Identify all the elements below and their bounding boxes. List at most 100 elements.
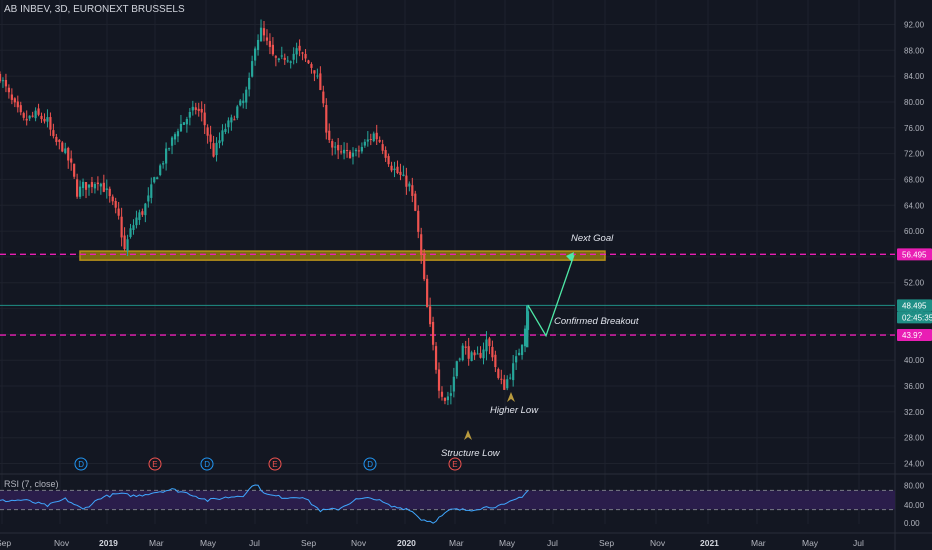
candle-body bbox=[506, 379, 509, 389]
candle-body bbox=[402, 174, 405, 177]
candle bbox=[417, 205, 420, 239]
candle-body bbox=[227, 120, 230, 128]
price-tick-label: 76.00 bbox=[904, 124, 925, 133]
candle bbox=[132, 219, 135, 235]
candle-body bbox=[144, 203, 147, 216]
candle-body bbox=[289, 61, 292, 63]
candle-body bbox=[342, 149, 346, 154]
candle-body bbox=[93, 183, 97, 189]
candle-body bbox=[381, 144, 384, 151]
candle bbox=[342, 142, 346, 160]
candle-body bbox=[298, 45, 301, 51]
candle-body bbox=[239, 100, 242, 106]
candle bbox=[67, 146, 70, 169]
candle bbox=[378, 136, 381, 143]
candle-body bbox=[437, 369, 441, 391]
candle bbox=[357, 145, 361, 158]
candle-body bbox=[372, 133, 375, 142]
candle bbox=[500, 369, 503, 385]
candle bbox=[22, 111, 25, 121]
candle bbox=[277, 57, 280, 63]
candle-body bbox=[310, 64, 313, 68]
candle bbox=[248, 72, 251, 97]
candle-body bbox=[509, 377, 512, 379]
candle bbox=[242, 93, 245, 109]
earnings-marker-icon: E bbox=[148, 457, 162, 471]
candle-body bbox=[467, 346, 470, 359]
candle bbox=[369, 133, 372, 146]
candle-body bbox=[170, 137, 174, 146]
candle bbox=[393, 161, 396, 178]
candle-body bbox=[482, 349, 485, 359]
candle bbox=[351, 147, 355, 165]
candle bbox=[55, 133, 58, 146]
time-tick-label: Sep bbox=[0, 538, 11, 548]
candle-body bbox=[150, 184, 153, 198]
candle-body bbox=[328, 130, 331, 141]
candles bbox=[0, 19, 530, 406]
candle bbox=[325, 98, 328, 140]
candle bbox=[289, 60, 292, 69]
time-tick-label: Jul bbox=[547, 538, 558, 548]
candle bbox=[443, 397, 447, 405]
candle-body bbox=[90, 182, 94, 187]
candle bbox=[322, 85, 325, 108]
candle bbox=[464, 340, 467, 355]
candle-body bbox=[399, 171, 402, 175]
candle-body bbox=[464, 346, 467, 348]
candle bbox=[319, 66, 322, 91]
candle-body bbox=[523, 328, 527, 347]
price-tick-label: 36.00 bbox=[904, 382, 925, 391]
price-tick-label: 60.00 bbox=[904, 227, 925, 236]
candle-body bbox=[411, 185, 414, 196]
candle-body bbox=[452, 376, 455, 392]
candle-body bbox=[37, 108, 40, 115]
candle bbox=[429, 297, 432, 327]
candle bbox=[34, 107, 37, 122]
candle bbox=[176, 128, 180, 143]
candle-body bbox=[7, 87, 10, 93]
candle-body bbox=[87, 184, 91, 188]
candle bbox=[274, 55, 277, 67]
candle bbox=[458, 357, 461, 362]
candle bbox=[520, 344, 524, 360]
candle-body bbox=[25, 118, 28, 121]
candle bbox=[96, 176, 99, 191]
candle bbox=[345, 142, 349, 158]
annotation-next-goal: Next Goal bbox=[571, 233, 614, 244]
candle bbox=[200, 101, 203, 122]
event-marker-label: D bbox=[78, 460, 84, 469]
candle bbox=[138, 209, 141, 225]
candle bbox=[334, 142, 337, 155]
candle bbox=[37, 103, 40, 117]
candle-body bbox=[200, 108, 203, 113]
candle bbox=[372, 131, 375, 143]
candle-body bbox=[61, 142, 64, 152]
candle-body bbox=[473, 352, 476, 356]
candle-body bbox=[357, 150, 361, 152]
candle-body bbox=[286, 60, 289, 62]
candle bbox=[108, 186, 111, 203]
candle bbox=[313, 70, 316, 82]
candle bbox=[1, 77, 5, 88]
candle-body bbox=[123, 235, 126, 250]
candle-body bbox=[1, 80, 5, 82]
candle-body bbox=[417, 210, 420, 232]
annotation-confirmed-breakout: Confirmed Breakout bbox=[554, 316, 639, 327]
candle bbox=[206, 124, 209, 144]
candle-body bbox=[429, 306, 432, 325]
candle bbox=[337, 138, 340, 160]
candle bbox=[271, 37, 274, 57]
candle bbox=[280, 46, 283, 60]
candle bbox=[105, 179, 108, 199]
candle bbox=[482, 342, 485, 365]
candle bbox=[251, 55, 254, 78]
candle bbox=[461, 343, 464, 362]
candle bbox=[239, 98, 242, 107]
candle bbox=[78, 180, 82, 199]
candle bbox=[298, 39, 301, 57]
candle bbox=[414, 190, 417, 212]
candle bbox=[7, 84, 10, 99]
candle bbox=[84, 181, 88, 199]
